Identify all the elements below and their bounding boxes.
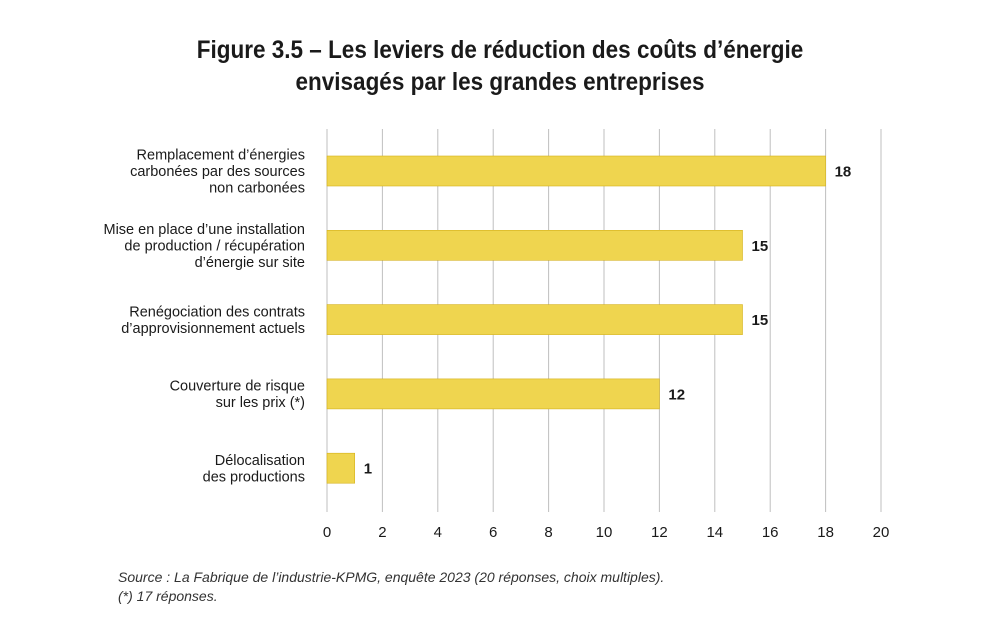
bar-value-label: 12 [668,386,685,403]
x-tick-label: 10 [596,524,613,541]
category-label-line: sur les prix (*) [216,395,305,411]
bar-value-label: 1 [364,461,372,478]
bars [326,155,826,484]
chart-notes: Source : La Fabrique de l’industrie-KPMG… [118,568,664,606]
category-label-line: d’énergie sur site [195,255,305,271]
category-label-line: Remplacement d’énergies [137,148,305,164]
x-tick-label: 4 [434,524,442,541]
x-tick-label: 2 [378,524,386,541]
value-labels: 18 15 15 12 1 [364,164,852,478]
x-tick-label: 14 [706,524,723,541]
category-label: Remplacement d’énergies carbonées par des… [130,148,305,197]
bar-value-label: 15 [752,312,769,329]
bar [326,230,743,261]
category-label: Délocalisation des productions [203,453,305,486]
x-tick-label: 20 [873,524,890,541]
category-label-line: de production / récupération [124,238,305,254]
category-label: Couverture de risque sur les prix (*) [170,379,305,412]
x-tick-label: 6 [489,524,497,541]
category-label: Mise en place d’une installation de produ… [103,222,305,271]
category-label-line: non carbonées [209,181,305,197]
category-label: Renégociation des contrats d’approvisionn… [121,304,305,337]
category-label-line: Délocalisation [215,453,305,469]
chart-title: Figure 3.5 – Les leviers de réduction de… [50,34,950,98]
bar [326,378,660,410]
x-tick-label: 16 [762,524,779,541]
category-label-line: Renégociation des contrats [129,304,305,320]
source-note: Source : La Fabrique de l’industrie-KPMG… [118,569,665,585]
category-label-line: des productions [203,469,305,485]
bar [326,155,826,187]
x-tick-label: 0 [323,524,331,541]
x-tick-label: 18 [817,524,834,541]
category-label-line: d’approvisionnement actuels [121,321,305,337]
chart-title-line-2: envisagés par les grandes entreprises [295,68,705,96]
bar [326,452,356,484]
bar-value-label: 18 [835,164,852,181]
bar-value-label: 15 [752,238,769,255]
category-label-line: Mise en place d’une installation [103,222,305,238]
chart-title-line-1: Figure 3.5 – Les leviers de réduction de… [196,36,804,64]
bar [326,304,743,335]
category-label-line: Couverture de risque [170,379,305,395]
category-labels: Remplacement d’énergies carbonées par des… [103,148,305,486]
x-tick-label: 8 [544,524,552,541]
x-axis-ticks: 0 2 4 6 8 10 12 14 16 18 20 [323,524,890,541]
footnote: (*) 17 réponses. [118,588,218,604]
x-tick-label: 12 [651,524,668,541]
category-label-line: carbonées par des sources [130,164,305,180]
